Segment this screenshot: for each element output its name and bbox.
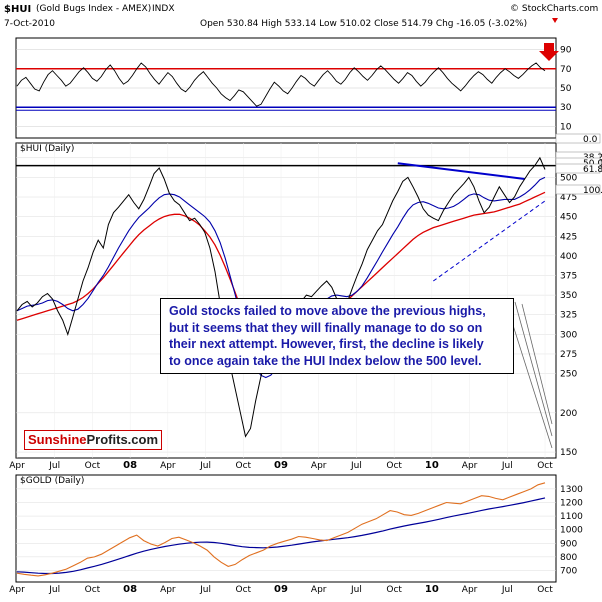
x-tick-label: Oct bbox=[537, 461, 553, 471]
hui-tick-label: 350 bbox=[560, 291, 577, 301]
gold-panel-label: $GOLD (Daily) bbox=[20, 476, 84, 486]
x-tick-label: 10 bbox=[425, 584, 439, 595]
source-label: © StockCharts.com bbox=[510, 4, 598, 14]
x-tick-label: Oct bbox=[85, 585, 101, 595]
fib-box bbox=[555, 184, 601, 195]
ohlc-label: Open 530.84 High 533.14 Low 510.02 Close… bbox=[200, 19, 527, 29]
gold-panel bbox=[15, 474, 557, 583]
x-tick-label: 09 bbox=[274, 460, 288, 471]
hui-panel-label: $HUI (Daily) bbox=[20, 144, 74, 154]
x-tick-label: Jul bbox=[350, 585, 362, 595]
x-tick-label: Oct bbox=[537, 585, 553, 595]
index-name: (Gold Bugs Index - AMEX) bbox=[36, 4, 151, 14]
rsi-tick-label: 70 bbox=[560, 65, 572, 75]
x-tick-label: Jul bbox=[199, 585, 211, 595]
hui-tick-label: 250 bbox=[560, 370, 577, 380]
gold-price-line bbox=[16, 482, 546, 577]
fib-label: 100.0 bbox=[583, 186, 602, 196]
x-tick-label: Apr bbox=[462, 461, 478, 471]
x-tick-label: Jul bbox=[501, 461, 513, 471]
x-tick-label: 08 bbox=[123, 460, 137, 471]
fib-box bbox=[555, 133, 601, 144]
pointer-line bbox=[514, 301, 553, 437]
blue-trendline bbox=[397, 162, 525, 180]
hui-tick-label: 450 bbox=[560, 213, 577, 223]
x-tick-label: Apr bbox=[311, 461, 327, 471]
x-tick-label: Apr bbox=[9, 585, 25, 595]
x-tick-label: Oct bbox=[386, 585, 402, 595]
hui-tick-label: 300 bbox=[560, 330, 577, 340]
hui-tick-label: 200 bbox=[560, 409, 577, 419]
fib-box bbox=[555, 163, 601, 174]
x-tick-label: Apr bbox=[9, 461, 25, 471]
x-tick-label: 08 bbox=[123, 584, 137, 595]
rsi-tick-label: 30 bbox=[560, 103, 572, 113]
pointer-line bbox=[521, 303, 553, 425]
hui-tick-label: 325 bbox=[560, 311, 577, 321]
date-label: 7-Oct-2010 bbox=[4, 19, 55, 29]
gold-tick-label: 1100 bbox=[560, 512, 583, 522]
x-tick-label: Oct bbox=[85, 461, 101, 471]
rsi-tick-label: 50 bbox=[560, 84, 572, 94]
gold-tick-label: 1000 bbox=[560, 526, 583, 536]
gold-tick-label: 800 bbox=[560, 553, 577, 563]
exchange-label: INDX bbox=[152, 4, 174, 14]
x-tick-label: Jul bbox=[48, 461, 60, 471]
hui-tick-label: 500 bbox=[560, 173, 577, 183]
hui-tick-label: 475 bbox=[560, 193, 577, 203]
x-tick-label: Jul bbox=[199, 461, 211, 471]
sunshine-profits-logo: SunshineProfits.com bbox=[24, 430, 163, 450]
hui-tick-label: 275 bbox=[560, 350, 577, 360]
gold-tick-label: 700 bbox=[560, 566, 577, 576]
x-tick-label: Oct bbox=[236, 585, 252, 595]
annotation-box: Gold stocks failed to move above the pre… bbox=[160, 298, 514, 374]
rsi-tick-label: 10 bbox=[560, 122, 572, 132]
x-tick-label: Apr bbox=[160, 585, 176, 595]
annotation-line-4: to once again take the HUI Index below t… bbox=[169, 353, 482, 368]
symbol-title: $HUI bbox=[4, 4, 31, 15]
dashed-support-line bbox=[433, 200, 546, 282]
x-tick-label: Apr bbox=[311, 585, 327, 595]
gold-ma-line bbox=[16, 497, 546, 575]
x-tick-label: Oct bbox=[386, 461, 402, 471]
x-tick-label: Jul bbox=[350, 461, 362, 471]
x-tick-label: 10 bbox=[425, 460, 439, 471]
hui-tick-label: 150 bbox=[560, 448, 577, 458]
hui-tick-label: 425 bbox=[560, 232, 577, 242]
gold-tick-label: 1300 bbox=[560, 485, 583, 495]
x-tick-label: Apr bbox=[462, 585, 478, 595]
gold-tick-label: 900 bbox=[560, 539, 577, 549]
hui-tick-label: 375 bbox=[560, 271, 577, 281]
rsi-tick-label: 90 bbox=[560, 46, 572, 56]
annotation-line-3: their next attempt. However, first, the … bbox=[169, 337, 484, 351]
x-tick-label: Apr bbox=[160, 461, 176, 471]
x-tick-label: Oct bbox=[236, 461, 252, 471]
x-tick-label: Jul bbox=[501, 585, 513, 595]
annotation-line-2: but it seems that they will finally mana… bbox=[169, 320, 483, 335]
annotation-line-1: Gold stocks failed to move above the pre… bbox=[169, 304, 486, 318]
hui-tick-label: 400 bbox=[560, 252, 577, 262]
fib-label: 0.0 bbox=[583, 135, 598, 145]
gold-tick-label: 1200 bbox=[560, 498, 583, 508]
x-tick-label: Jul bbox=[48, 585, 60, 595]
x-tick-label: 09 bbox=[274, 584, 288, 595]
chg-down-icon bbox=[552, 18, 558, 23]
down-arrow-icon bbox=[539, 43, 559, 61]
fib-label: 61.8 bbox=[583, 165, 602, 175]
rsi-series-line bbox=[16, 62, 546, 107]
